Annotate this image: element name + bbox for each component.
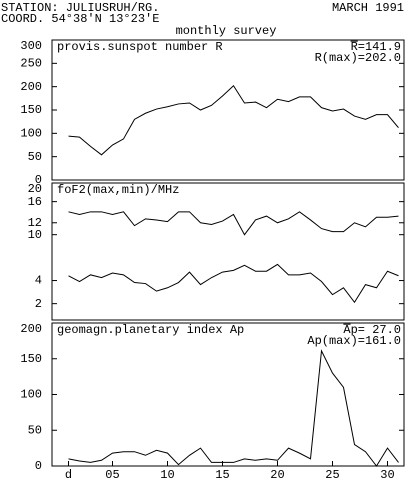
x-tick-label: 20 [270, 468, 284, 480]
y-tick-label: 4 [35, 274, 42, 288]
y-tick-label: 200 [20, 80, 42, 94]
x-tick-label: 15 [215, 468, 229, 480]
x-tick-label: 05 [105, 468, 119, 480]
y-tick-label: 0 [35, 459, 42, 473]
data-line [68, 349, 399, 467]
panel-title: geomagn.planetary index Ap [57, 323, 244, 337]
y-tick-label: 12 [28, 216, 42, 230]
y-tick-label: 200 [20, 322, 42, 336]
annotation: R=141.9 [351, 40, 401, 54]
x-tick-label: 10 [160, 468, 174, 480]
annotation: Ap= 27.0 [343, 323, 401, 337]
annotation: Ap(max)=161.0 [307, 334, 401, 348]
y-tick-label: 16 [28, 195, 42, 209]
y-tick-label: 150 [20, 103, 42, 117]
y-tick-label: 2 [35, 297, 42, 311]
x-tick-label: d [65, 468, 72, 480]
station: STATION: JULIUSRUH/RG. [1, 1, 159, 15]
panel-title: foF2(max,min)/MHz [57, 183, 179, 197]
y-tick-label: 0 [35, 173, 42, 187]
y-tick-label: 250 [20, 57, 42, 71]
y-tick-label: 50 [28, 423, 42, 437]
y-tick-label: 50 [28, 150, 42, 164]
y-tick-label: 20 [28, 182, 42, 196]
annotation: R(max)=202.0 [315, 51, 401, 65]
x-tick-label: 30 [380, 468, 394, 480]
coord: COORD. 54°38'N 13°23'E [1, 12, 159, 26]
panel-title: provis.sunspot number R [57, 40, 223, 54]
y-tick-label: 300 [20, 39, 42, 53]
data-line [68, 211, 399, 236]
y-tick-label: 150 [20, 352, 42, 366]
panel-frame [51, 182, 405, 321]
y-tick-label: 100 [20, 127, 42, 141]
data-line [68, 263, 399, 304]
y-tick-label: 100 [20, 388, 42, 402]
y-tick-label: 10 [28, 228, 42, 242]
subtitle: monthly survey [176, 24, 277, 38]
data-line [68, 84, 399, 156]
x-tick-label: 25 [325, 468, 339, 480]
date: MARCH 1991 [332, 1, 404, 15]
